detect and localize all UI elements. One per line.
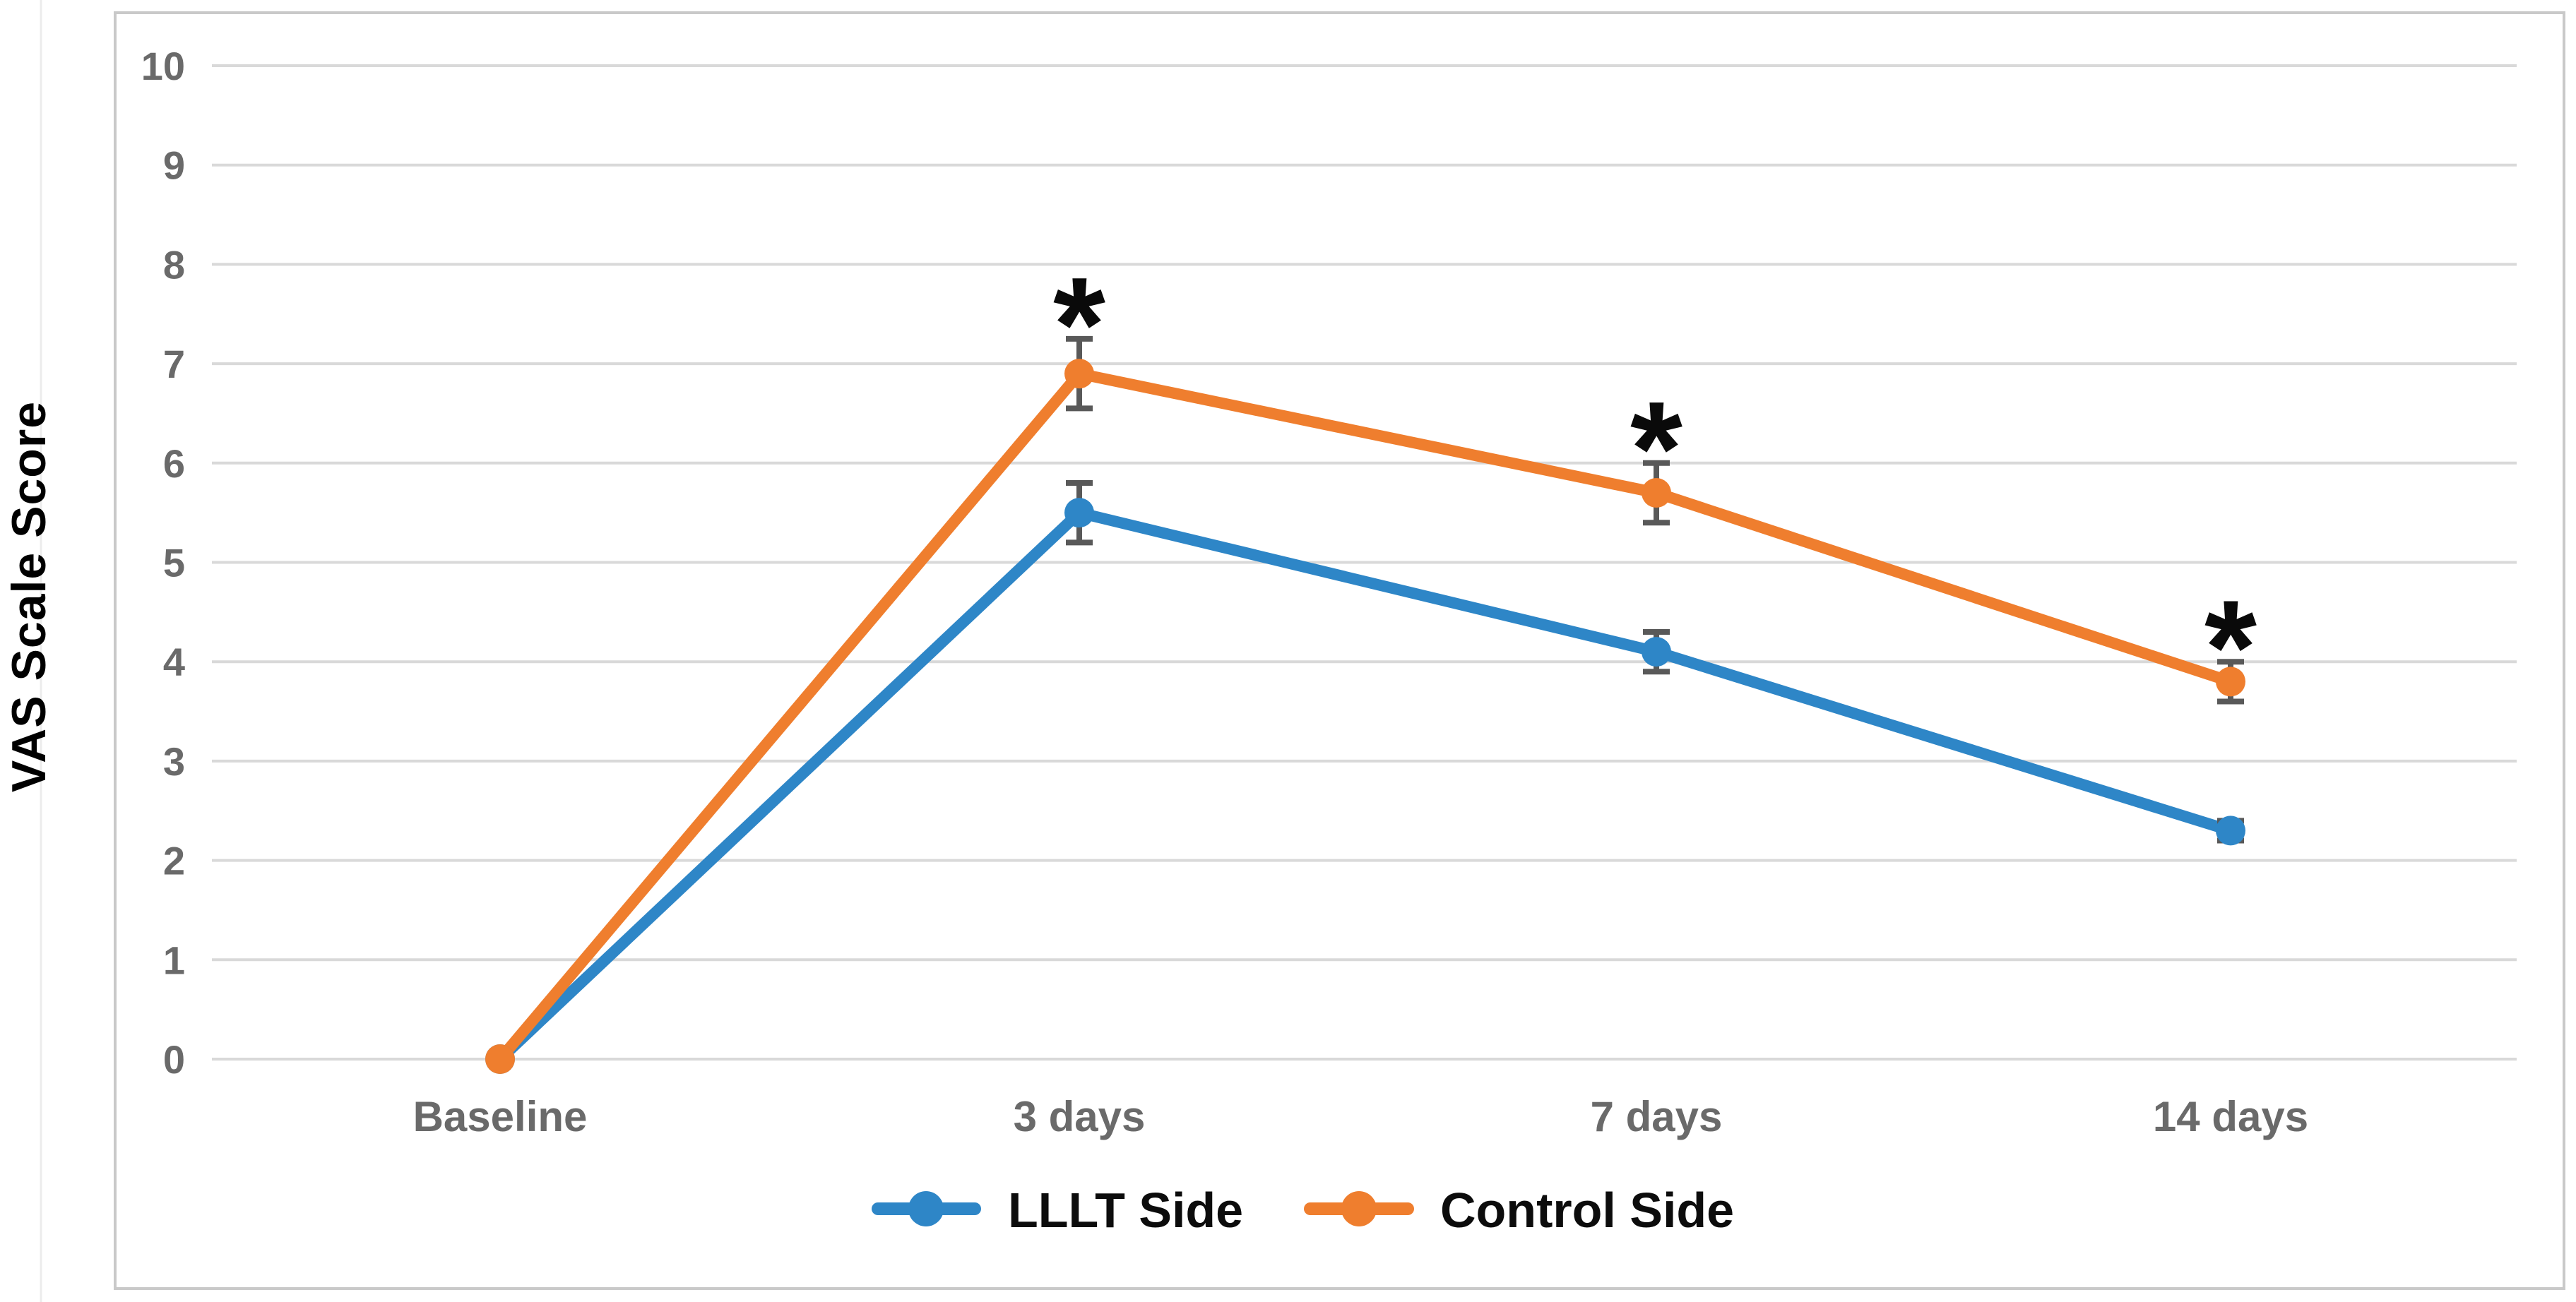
legend-label-control-side: Control Side (1440, 1183, 1734, 1238)
y-axis-title: VAS Scale Score (2, 401, 56, 792)
x-axis-category-labels: Baseline 3 days 7 days 14 days (413, 1093, 2308, 1140)
chart-frame (114, 11, 2565, 1290)
y-axis-tick-labels: 0 1 2 3 4 5 6 7 8 9 10 (141, 44, 185, 1082)
x-category-label-baseline: Baseline (413, 1093, 588, 1140)
y-tick-label-0: 0 (163, 1037, 185, 1082)
x-category-label-14-days: 14 days (2153, 1093, 2308, 1140)
data-point-lllt-side-14-days (2216, 816, 2245, 846)
data-point-control-side-14-days (2216, 667, 2245, 697)
y-tick-label-2: 2 (163, 839, 185, 883)
legend: LLLT Side Control Side (872, 1183, 1734, 1238)
x-category-label-7-days: 7 days (1591, 1093, 1723, 1140)
significance-asterisk-3-days: * (1053, 250, 1105, 400)
y-tick-label-5: 5 (163, 541, 185, 585)
data-point-control-side-7-days (1642, 478, 1671, 508)
y-tick-label-9: 9 (163, 143, 185, 188)
series-line-control-side (494, 368, 2236, 1065)
significance-asterisk-7-days: * (1630, 374, 1682, 524)
legend-marker-dot-lllt-side (908, 1191, 944, 1226)
series-line-lllt-side (494, 507, 2236, 1065)
data-point-lllt-side-7-days (1642, 637, 1671, 667)
y-tick-label-10: 10 (141, 44, 185, 88)
y-tick-label-3: 3 (163, 739, 185, 784)
significance-asterisk-14-days: * (2204, 573, 2257, 722)
y-tick-label-8: 8 (163, 242, 185, 287)
significance-annotations: * * * (1053, 250, 2257, 722)
data-point-control-side-baseline (485, 1044, 515, 1074)
y-tick-label-7: 7 (163, 342, 185, 386)
gridlines (212, 64, 2517, 1061)
data-point-control-side-3-days (1064, 359, 1094, 389)
legend-label-lllt-side: LLLT Side (1008, 1183, 1243, 1238)
data-series-plot (485, 335, 2245, 1074)
x-category-label-3-days: 3 days (1014, 1093, 1146, 1140)
legend-marker-dot-control-side (1341, 1191, 1377, 1226)
y-tick-label-4: 4 (163, 640, 185, 684)
y-tick-label-6: 6 (163, 441, 185, 486)
data-point-lllt-side-3-days (1064, 498, 1094, 528)
y-tick-label-1: 1 (163, 938, 185, 982)
